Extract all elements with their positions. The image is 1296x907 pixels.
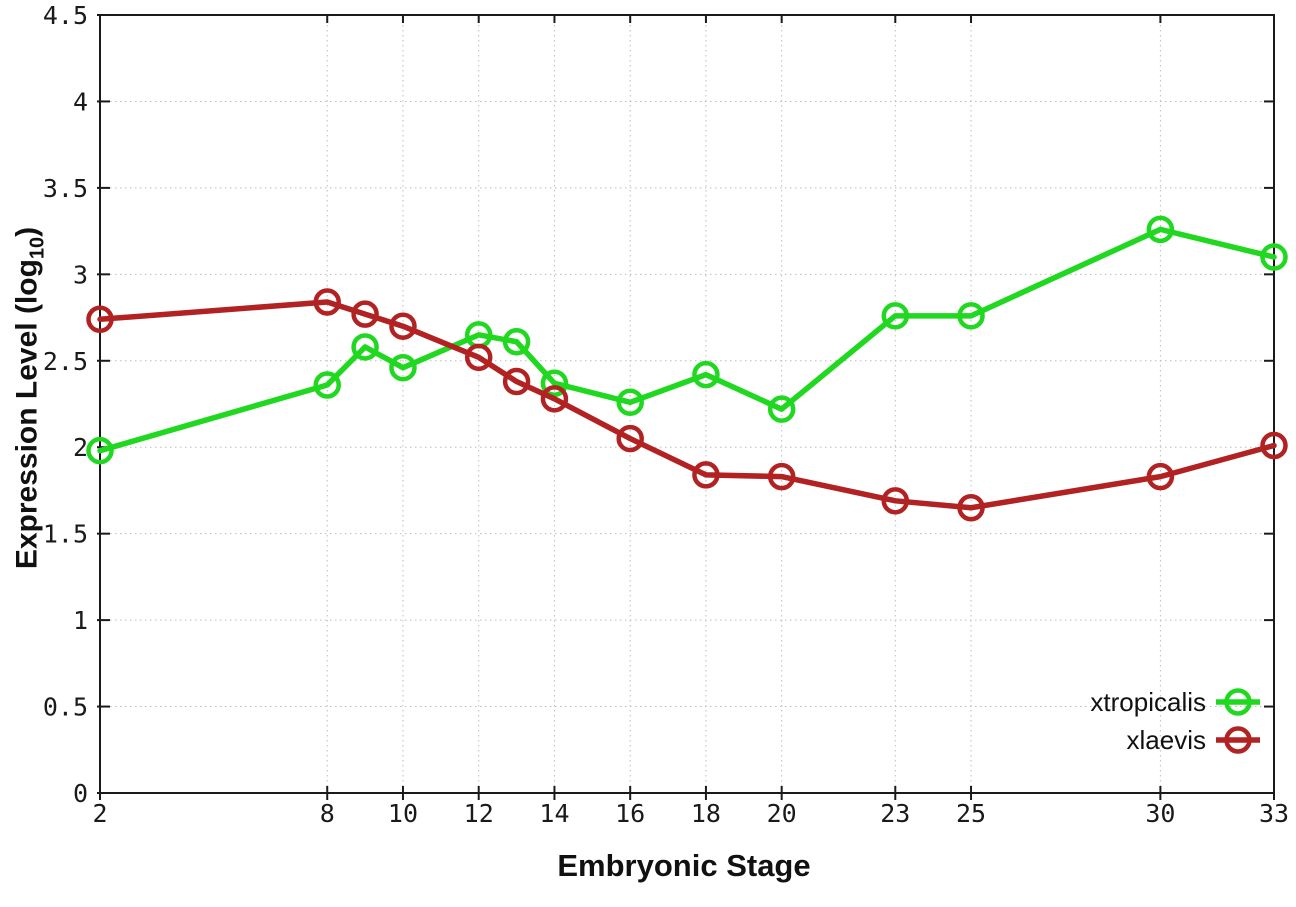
data-point-xlaevis: [616, 424, 644, 453]
y-axis-title-suffix: ): [10, 226, 44, 237]
y-tick-label: 3.5: [43, 174, 88, 203]
data-point-xtropicalis: [616, 388, 644, 417]
legend-label-xtropicalis: xtropicalis: [1090, 687, 1206, 717]
x-tick-label: 2: [92, 799, 107, 828]
data-point-xlaevis: [1146, 462, 1175, 491]
y-tick-label: 2.5: [43, 347, 88, 376]
data-point-xtropicalis: [313, 371, 341, 399]
data-point-xlaevis: [351, 300, 379, 328]
data-point-xtropicalis: [389, 353, 417, 382]
x-tick-label: 33: [1259, 799, 1289, 828]
plot-border: [99, 14, 1275, 794]
data-point-xtropicalis: [540, 369, 569, 398]
legend-sample-marker-xtropicalis: [1224, 688, 1252, 716]
y-tick-label: 1.5: [43, 520, 88, 549]
data-point-xlaevis: [1260, 431, 1288, 460]
data-point-xtropicalis: [767, 395, 796, 423]
x-tick-label: 23: [880, 799, 910, 828]
y-axis-title-subscript: 10: [26, 236, 49, 260]
data-point-xlaevis: [86, 305, 114, 334]
data-point-xlaevis: [767, 462, 796, 491]
y-tick-label: 1: [73, 606, 88, 635]
x-tick-label: 25: [956, 799, 986, 828]
data-point-xlaevis: [957, 493, 985, 522]
data-point-xlaevis: [389, 312, 417, 340]
y-tick-label: 3: [73, 260, 88, 289]
data-point-xtropicalis: [692, 360, 720, 389]
data-point-xtropicalis: [881, 302, 910, 330]
x-tick-label: 20: [767, 799, 797, 828]
x-axis-title: Embryonic Stage: [557, 848, 811, 883]
x-tick-label: 14: [539, 799, 569, 828]
y-axis-title-text: Expression Level (log: [10, 259, 44, 570]
data-point-xtropicalis: [957, 302, 985, 330]
x-tick-label: 12: [464, 799, 494, 828]
y-tick-label: 4.5: [43, 1, 88, 30]
data-point-xtropicalis: [1146, 215, 1175, 244]
data-point-xlaevis: [540, 385, 569, 413]
data-point-xlaevis: [502, 367, 531, 396]
x-tick-label: 10: [388, 799, 418, 828]
legend-label-xlaevis: xlaevis: [1127, 725, 1206, 755]
data-point-xlaevis: [464, 343, 493, 372]
data-point-xtropicalis: [86, 436, 114, 465]
data-point-xlaevis: [313, 288, 341, 316]
y-axis-title: Expression Level (log10): [11, 227, 50, 569]
y-tick-label: 0.5: [43, 693, 88, 722]
data-point-xtropicalis: [351, 333, 379, 361]
data-point-xlaevis: [881, 487, 910, 515]
series-line-xtropicalis: [97, 226, 1277, 454]
legend-sample-marker-xlaevis: [1224, 726, 1252, 754]
x-tick-label: 16: [615, 799, 645, 828]
data-point-xlaevis: [692, 461, 720, 489]
y-tick-label: 0: [73, 779, 88, 808]
x-tick-label: 30: [1145, 799, 1175, 828]
x-tick-label: 18: [691, 799, 721, 828]
y-tick-label: 2: [73, 433, 88, 462]
y-tick-label: 4: [73, 87, 88, 116]
x-tick-label: 8: [320, 799, 335, 828]
data-point-xtropicalis: [502, 328, 531, 356]
series-line-xlaevis: [97, 299, 1277, 511]
data-point-xtropicalis: [1260, 243, 1288, 271]
